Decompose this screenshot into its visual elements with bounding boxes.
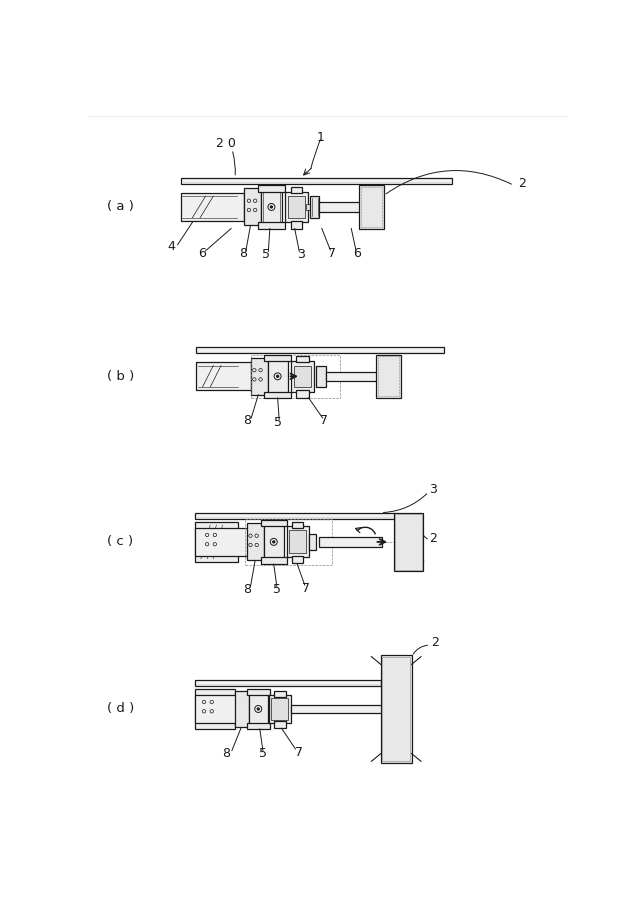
Bar	[259, 223, 285, 228]
Bar	[381, 655, 412, 763]
Bar	[382, 657, 410, 761]
Bar	[195, 695, 241, 723]
Bar	[292, 556, 303, 563]
Text: 8: 8	[221, 747, 230, 760]
Text: 8: 8	[243, 415, 251, 428]
Bar	[308, 534, 316, 550]
Circle shape	[276, 376, 278, 377]
Bar	[195, 513, 395, 518]
Bar	[360, 187, 382, 227]
Bar	[246, 723, 270, 729]
Bar	[378, 356, 399, 397]
Bar	[307, 204, 311, 210]
Bar	[289, 530, 307, 553]
Bar	[268, 359, 288, 393]
Text: 8: 8	[243, 583, 251, 596]
Bar	[269, 695, 291, 723]
Bar	[264, 525, 284, 559]
Text: 7: 7	[320, 415, 328, 428]
Text: 5: 5	[274, 416, 282, 429]
Bar	[294, 365, 311, 387]
Bar	[195, 522, 238, 562]
Bar	[274, 692, 286, 697]
Text: 2 0: 2 0	[216, 137, 236, 150]
Text: 7: 7	[328, 246, 336, 259]
Bar	[196, 363, 250, 390]
Bar	[376, 354, 401, 398]
Bar	[274, 721, 286, 728]
Text: 7: 7	[294, 746, 303, 758]
Bar	[196, 347, 444, 354]
Text: 2: 2	[431, 637, 439, 649]
Bar	[319, 202, 362, 212]
Text: ( a ): ( a )	[107, 201, 134, 213]
Bar	[296, 390, 308, 398]
Bar	[235, 691, 249, 727]
Text: ( d ): ( d )	[107, 703, 134, 715]
Bar	[271, 698, 289, 720]
Bar	[246, 689, 270, 695]
Circle shape	[257, 708, 259, 710]
Bar	[195, 528, 250, 556]
Bar	[180, 193, 244, 221]
Text: 3: 3	[429, 483, 436, 496]
Bar	[316, 365, 326, 387]
Text: 6: 6	[198, 246, 206, 259]
Bar	[394, 513, 423, 572]
Text: 2: 2	[518, 178, 525, 191]
Bar	[245, 518, 332, 565]
Bar	[260, 557, 287, 564]
Bar	[326, 372, 378, 381]
Text: 7: 7	[302, 582, 310, 594]
Bar	[291, 221, 301, 228]
Bar	[195, 680, 381, 686]
Bar	[264, 354, 291, 361]
Text: 2: 2	[429, 532, 436, 545]
Bar	[285, 191, 308, 223]
Bar	[396, 514, 422, 570]
Bar	[319, 538, 382, 547]
Bar	[250, 354, 340, 398]
Text: 1: 1	[316, 131, 324, 144]
Bar	[259, 185, 285, 191]
Text: 5: 5	[262, 248, 270, 261]
Bar	[359, 185, 384, 228]
Bar	[296, 356, 308, 363]
Text: 5: 5	[273, 583, 281, 596]
Text: 8: 8	[239, 246, 247, 259]
Bar	[180, 178, 452, 184]
Circle shape	[273, 541, 275, 543]
Bar	[246, 523, 264, 561]
Bar	[244, 189, 261, 225]
Bar	[264, 392, 291, 398]
Bar	[250, 358, 268, 395]
Bar	[195, 689, 235, 729]
Bar	[288, 196, 305, 218]
Text: 4: 4	[168, 241, 175, 254]
Bar	[310, 196, 319, 218]
Text: ( c ): ( c )	[108, 535, 133, 549]
Bar	[249, 693, 268, 725]
Bar	[287, 527, 308, 557]
Bar	[291, 187, 301, 193]
Text: 3: 3	[297, 248, 305, 261]
Bar	[291, 705, 384, 713]
Bar	[260, 519, 287, 527]
Bar	[261, 190, 282, 224]
Circle shape	[271, 206, 273, 208]
Text: ( b ): ( b )	[107, 370, 134, 383]
Text: 6: 6	[353, 246, 362, 259]
Bar	[292, 522, 303, 528]
Bar	[291, 361, 314, 392]
Text: 5: 5	[259, 747, 267, 760]
